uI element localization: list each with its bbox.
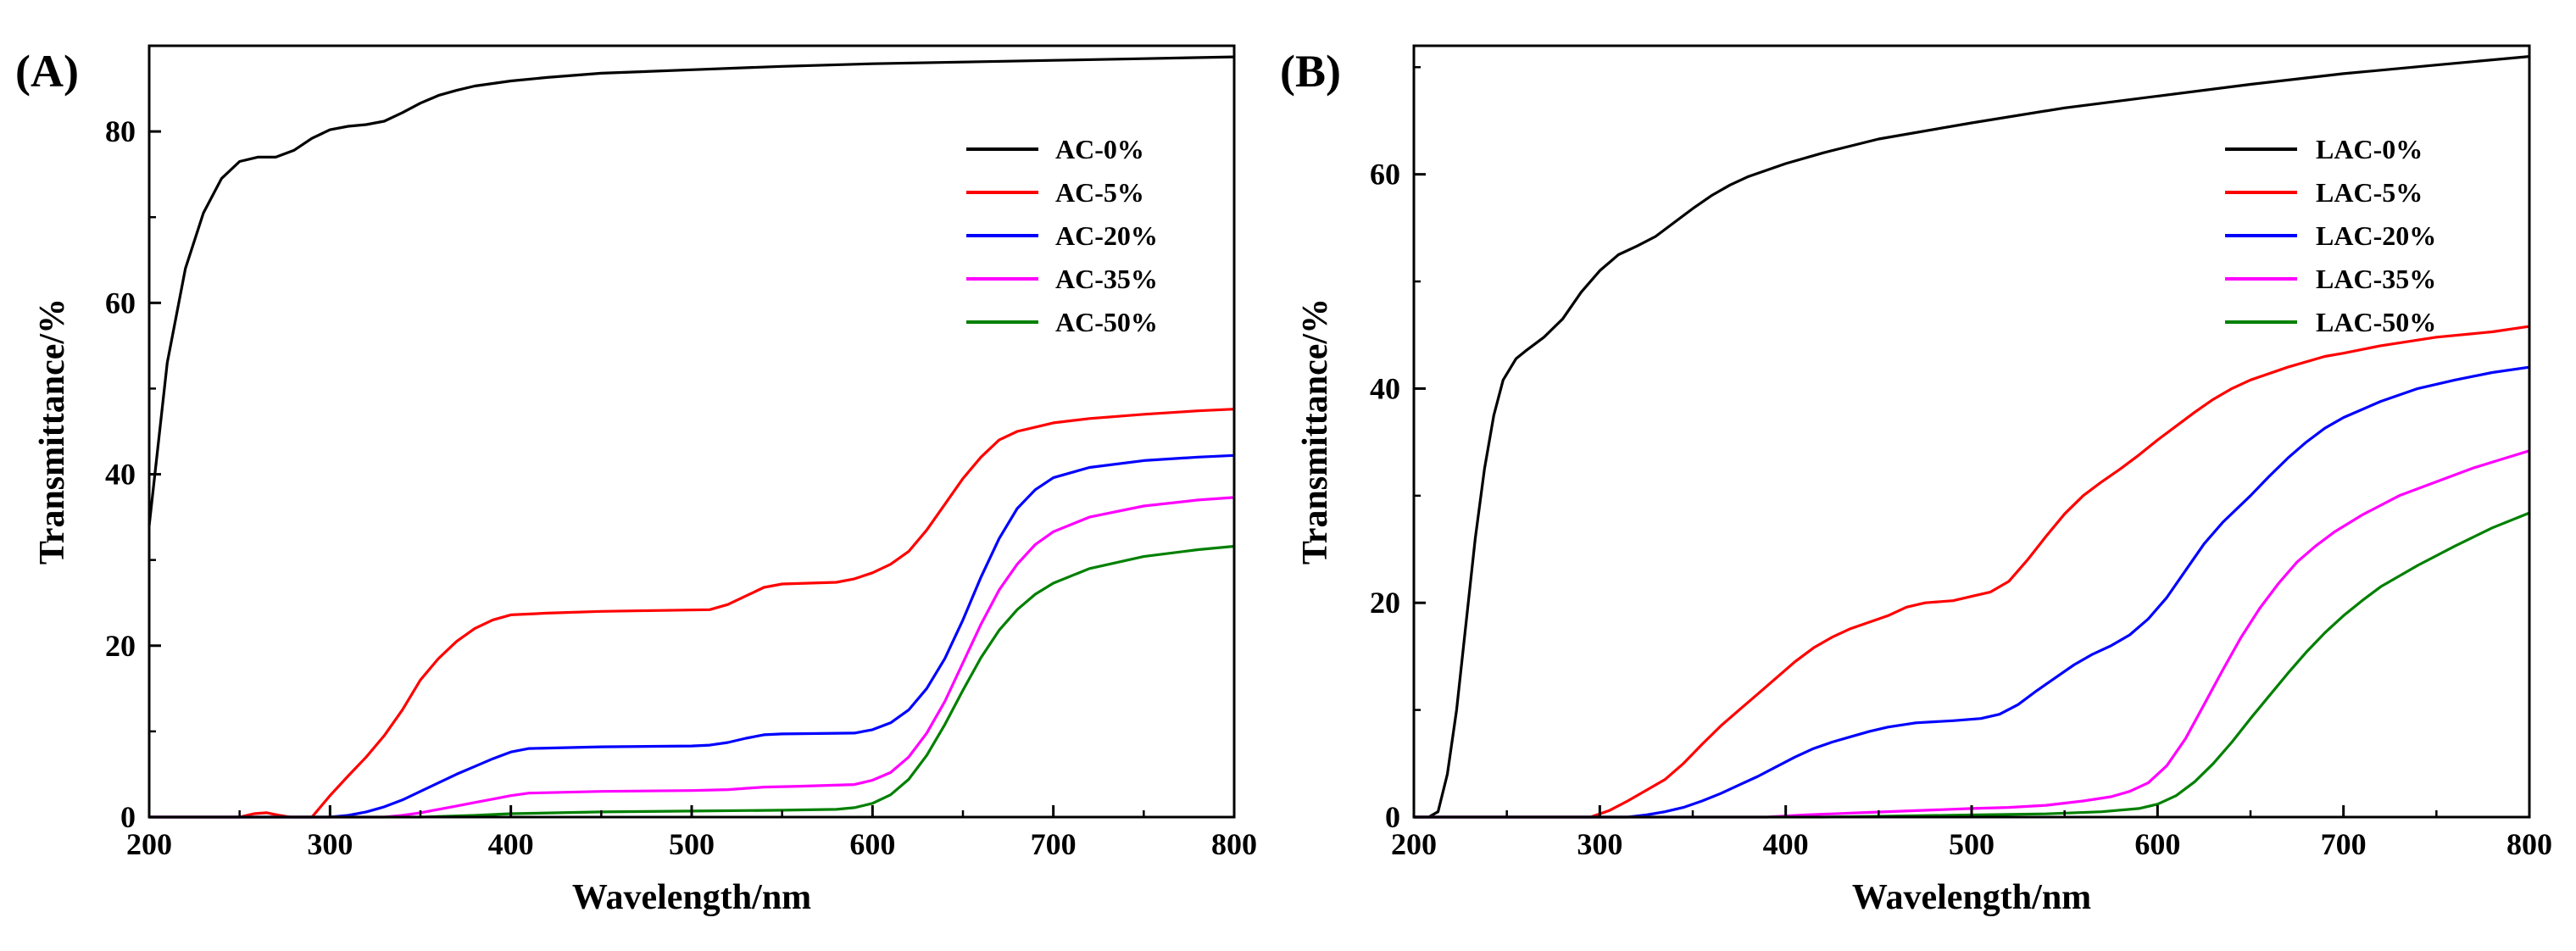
legend-label: AC-20% [1055,220,1158,251]
legend-label: LAC-50% [2316,307,2436,337]
x-tick-label: 500 [669,827,715,861]
series-line-lac-5pct [1414,325,2530,819]
x-tick-label: 200 [1391,827,1437,861]
y-axis-title: Transmittance/% [1296,298,1335,564]
y-tick-label: 20 [1370,586,1400,620]
x-tick-label: 800 [1211,827,1257,861]
y-tick-label: 80 [105,114,136,148]
legend-label: AC-50% [1055,307,1158,337]
x-tick-label: 700 [1031,827,1077,861]
legend-label: LAC-20% [2316,220,2436,251]
legend-label: AC-35% [1055,264,1158,294]
x-tick-label: 300 [1577,827,1622,861]
series-line-ac-50pct [149,544,1235,819]
legend-label: LAC-5% [2316,177,2423,208]
series-line-lac-20pct [1414,365,2530,819]
x-tick-label: 800 [2506,827,2552,861]
y-tick-label: 60 [105,286,136,320]
x-tick-label: 200 [126,827,172,861]
series-line-lac-50pct [1414,511,2530,819]
x-tick-label: 700 [2321,827,2367,861]
chart-panel-b: 200 300 400 500 600 700 800 0 20 40 60 Wavelength/n… [1280,44,2552,917]
y-tick-label: 60 [1370,158,1400,192]
series-line-lac-0pct [1414,55,2530,819]
y-tick-label: 0 [120,800,136,834]
y-tick-label: 20 [105,629,136,663]
legend-label: LAC-0% [2316,134,2423,164]
series-line-ac-0pct [147,55,1235,526]
legend-label: AC-0% [1055,134,1144,164]
x-tick-label: 600 [849,827,895,861]
x-tick-label: 400 [1763,827,1809,861]
x-axis-title: Wavelength/nm [1852,878,2091,917]
chart-panel-a: 200 300 400 500 600 700 800 0 20 40 60 80 Wavelength… [15,44,1257,917]
panel-label: (A) [15,46,79,97]
x-tick-label: 300 [307,827,353,861]
y-axis-title: Transmittance/% [33,298,72,564]
y-tick-label: 40 [1370,371,1400,405]
panel-label: (B) [1280,46,1341,97]
x-tick-label: 600 [2134,827,2180,861]
series-line-ac-5pct [149,408,1235,819]
y-tick-label: 0 [1385,800,1400,834]
series-line-lac-35pct [1414,449,2530,819]
y-tick-label: 40 [105,458,136,492]
series-line-ac-20pct [149,453,1235,819]
series-line-ac-35pct [149,496,1235,819]
x-axis-title: Wavelength/nm [572,878,811,917]
x-tick-label: 400 [488,827,534,861]
x-tick-label: 500 [1949,827,1995,861]
legend-label: LAC-35% [2316,264,2436,294]
legend-label: AC-5% [1055,177,1144,208]
